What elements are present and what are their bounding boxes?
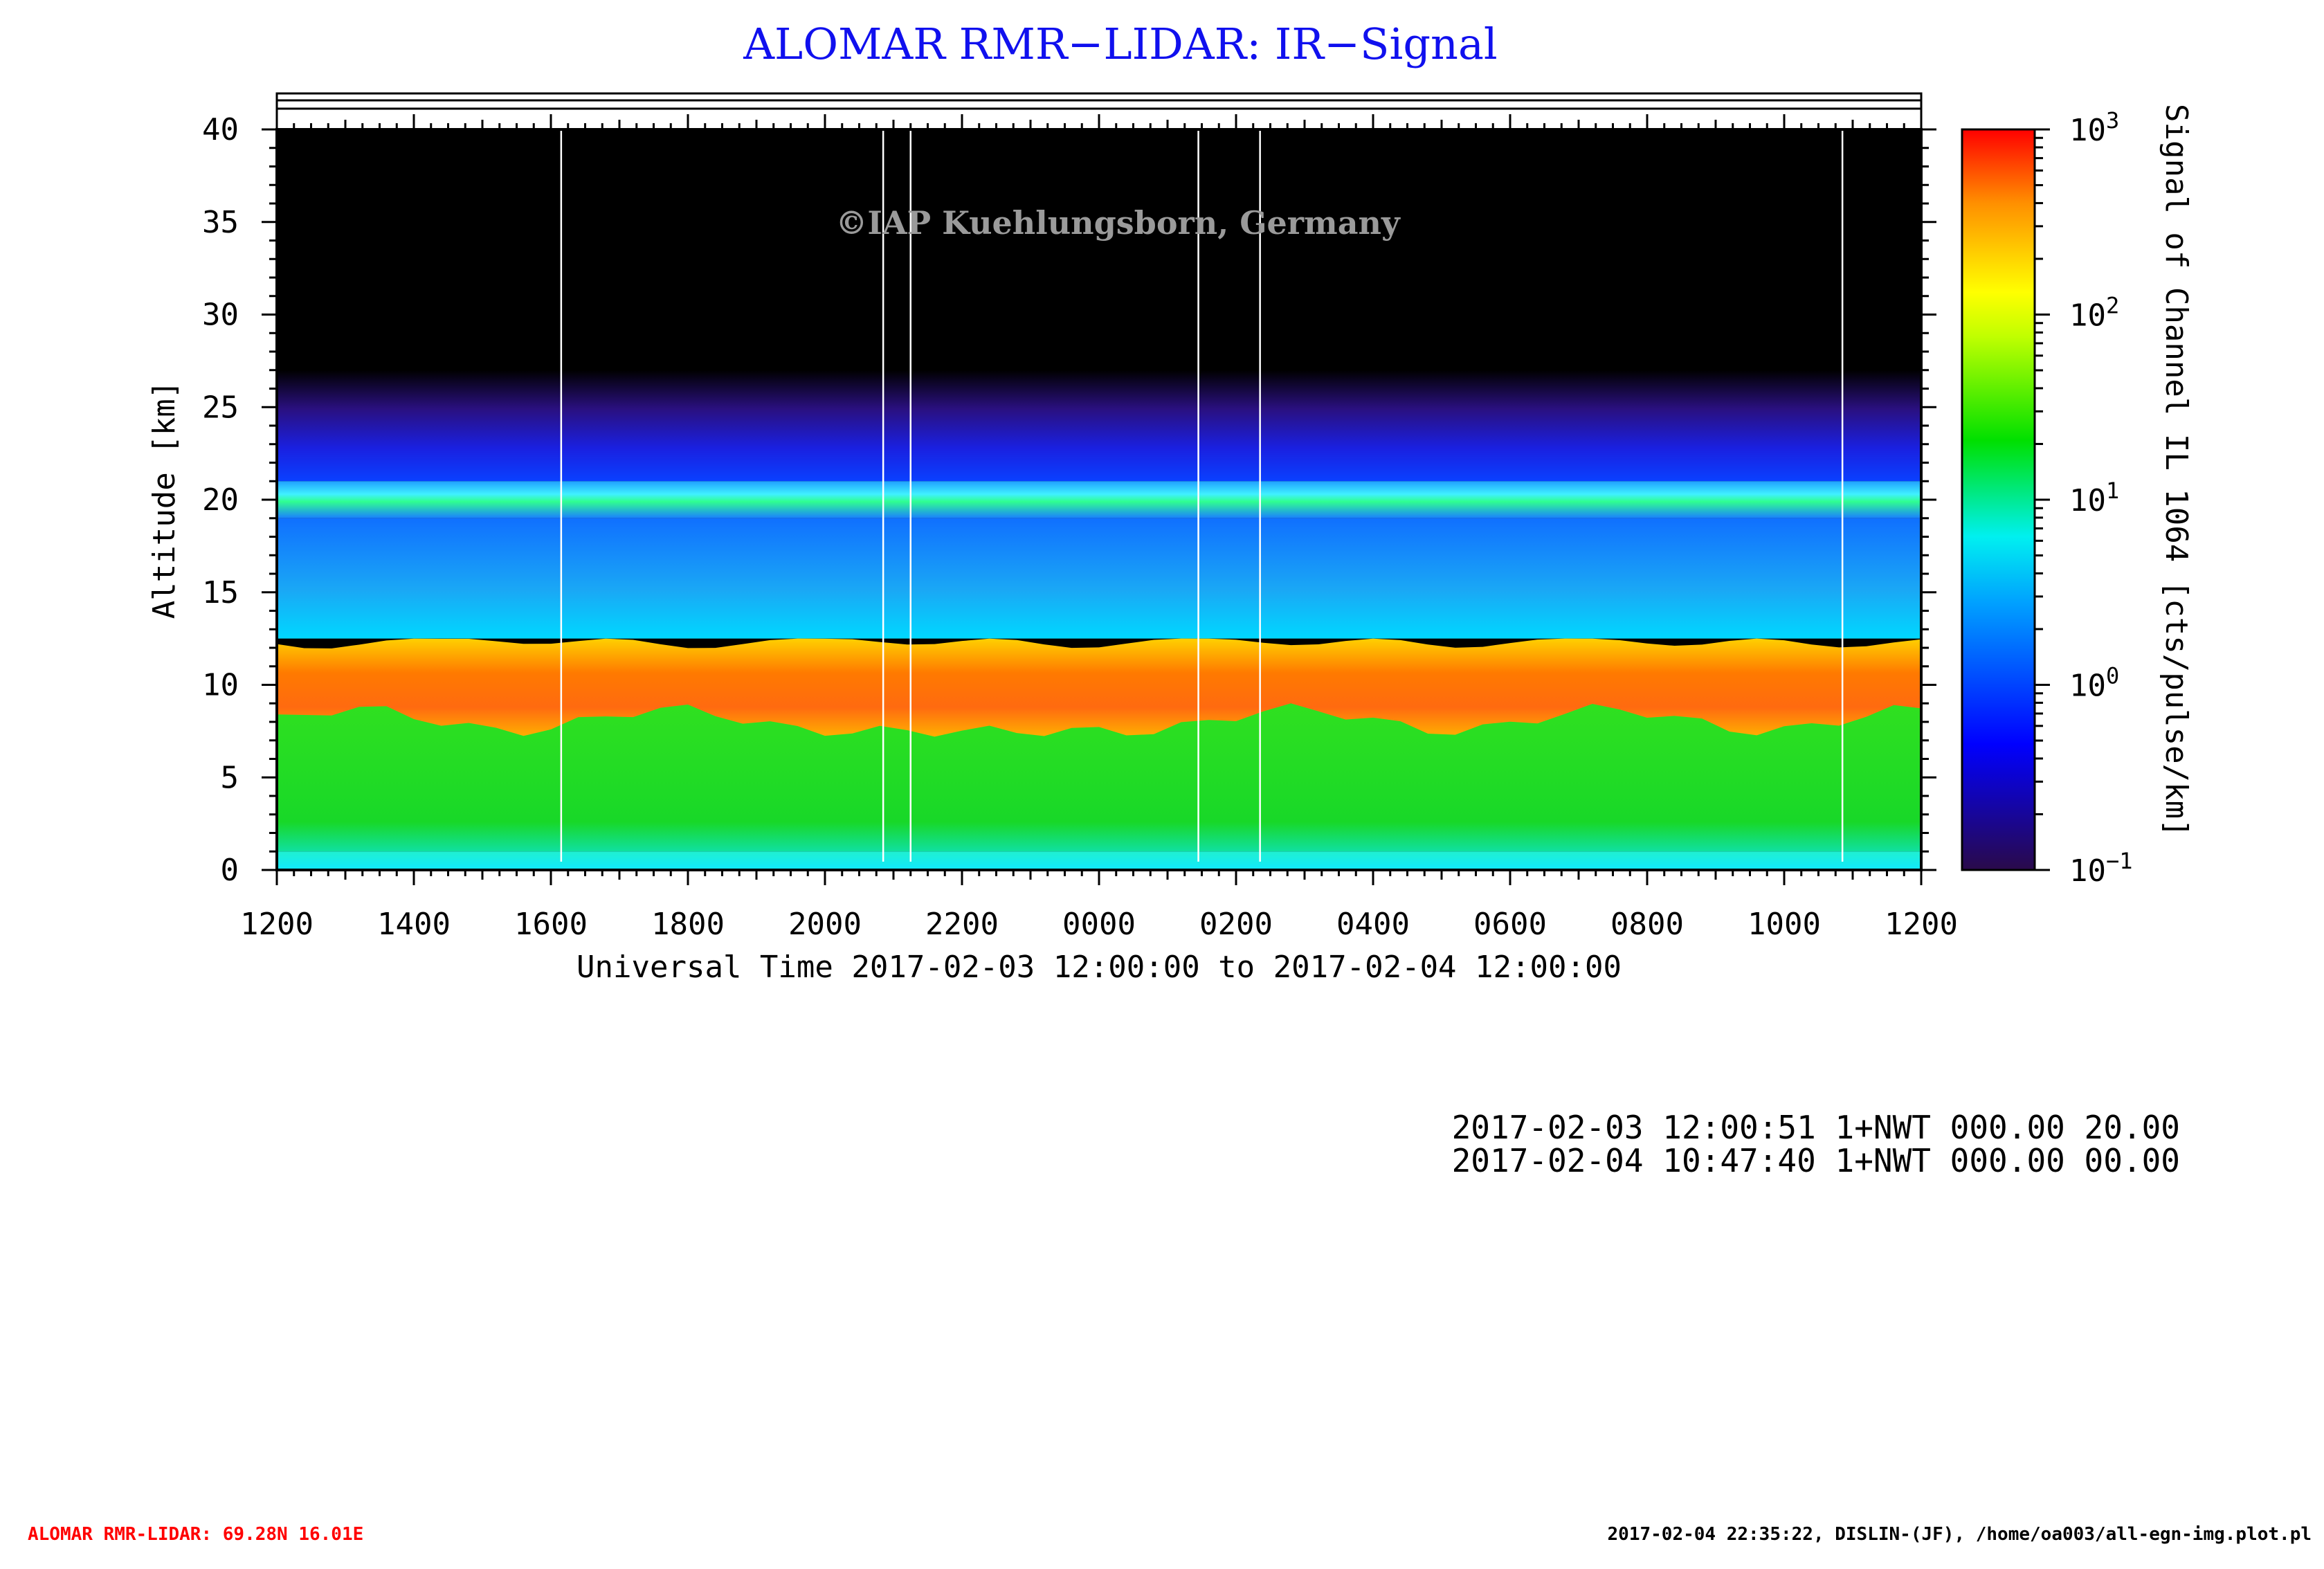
- chart-title: ALOMAR RMR−LIDAR: IR−Signal: [743, 19, 1497, 69]
- y-tick-label: 15: [202, 575, 239, 610]
- colorbar-tick-label: 102: [2069, 293, 2119, 334]
- layer-cloud: [277, 638, 1921, 737]
- info-line-2: 2017-02-04 10:47:40 1+NWT 000.00 00.00: [1452, 1142, 2180, 1179]
- layer-middle: [277, 518, 1921, 639]
- y-axis-label: Altitude [km]: [147, 381, 182, 619]
- x-tick-label: 0800: [1610, 907, 1684, 942]
- x-tick-label: 0000: [1062, 907, 1136, 942]
- footer-plot-info: 2017-02-04 22:35:22, DISLIN-(JF), /home/…: [1608, 1524, 2312, 1545]
- y-tick-label: 20: [202, 482, 239, 518]
- x-tick-label: 0200: [1199, 907, 1273, 942]
- watermark: ©IAP Kuehlungsborn, Germany: [835, 204, 1401, 242]
- footer-station: ALOMAR RMR-LIDAR: 69.28N 16.01E: [28, 1524, 363, 1545]
- layer-stratospheric-band: [277, 481, 1921, 518]
- y-tick-label: 5: [221, 760, 239, 795]
- x-tick-label: 2200: [925, 907, 999, 942]
- colorbar-tick-label: 10−1: [2069, 848, 2133, 889]
- x-tick-label: 1400: [377, 907, 451, 942]
- x-axis-label: Universal Time 2017-02-03 12:00:00 to 20…: [577, 950, 1622, 985]
- colorbar-tick-label: 103: [2069, 107, 2119, 148]
- x-tick-label: 0400: [1336, 907, 1410, 942]
- y-tick-label: 35: [202, 205, 239, 240]
- info-line-1: 2017-02-03 12:00:51 1+NWT 000.00 20.00: [1452, 1109, 2180, 1146]
- y-tick-label: 0: [221, 853, 239, 888]
- y-tick-label: 30: [202, 298, 239, 333]
- colorbar-label: Signal of Channel IL 1064 [cts/pulse/km]: [2159, 104, 2194, 837]
- x-tick-label: 1200: [240, 907, 314, 942]
- y-tick-label: 10: [202, 668, 239, 703]
- colorbar-tick-label: 100: [2069, 663, 2119, 704]
- x-tick-label: 0600: [1473, 907, 1547, 942]
- colorbar-tick-label: 101: [2069, 478, 2119, 518]
- y-tick-labels: 0 5 10 15 20 25 30 35 40: [202, 112, 239, 888]
- data-gap-lines: [560, 129, 1844, 862]
- colorbar-ticks: [2035, 128, 2050, 871]
- axis-ticks: [262, 114, 1936, 885]
- heatmap-layers: [277, 370, 1921, 870]
- layer-upper: [277, 370, 1921, 482]
- colorbar: [1962, 129, 2035, 870]
- y-tick-label: 40: [202, 112, 239, 147]
- x-tick-labels: 1200 1400 1600 1800 2000 2200 0000 0200 0400 0600…: [240, 907, 1958, 942]
- x-tick-label: 1000: [1747, 907, 1821, 942]
- colorbar-tick-labels: 103 102 101 100 10−1: [2069, 107, 2133, 889]
- x-tick-label: 1600: [514, 907, 588, 942]
- layer-near-ground: [277, 851, 1921, 870]
- y-tick-label: 25: [202, 390, 239, 425]
- x-tick-label: 1800: [651, 907, 725, 942]
- x-tick-label: 2000: [788, 907, 862, 942]
- x-tick-label: 1200: [1885, 907, 1958, 942]
